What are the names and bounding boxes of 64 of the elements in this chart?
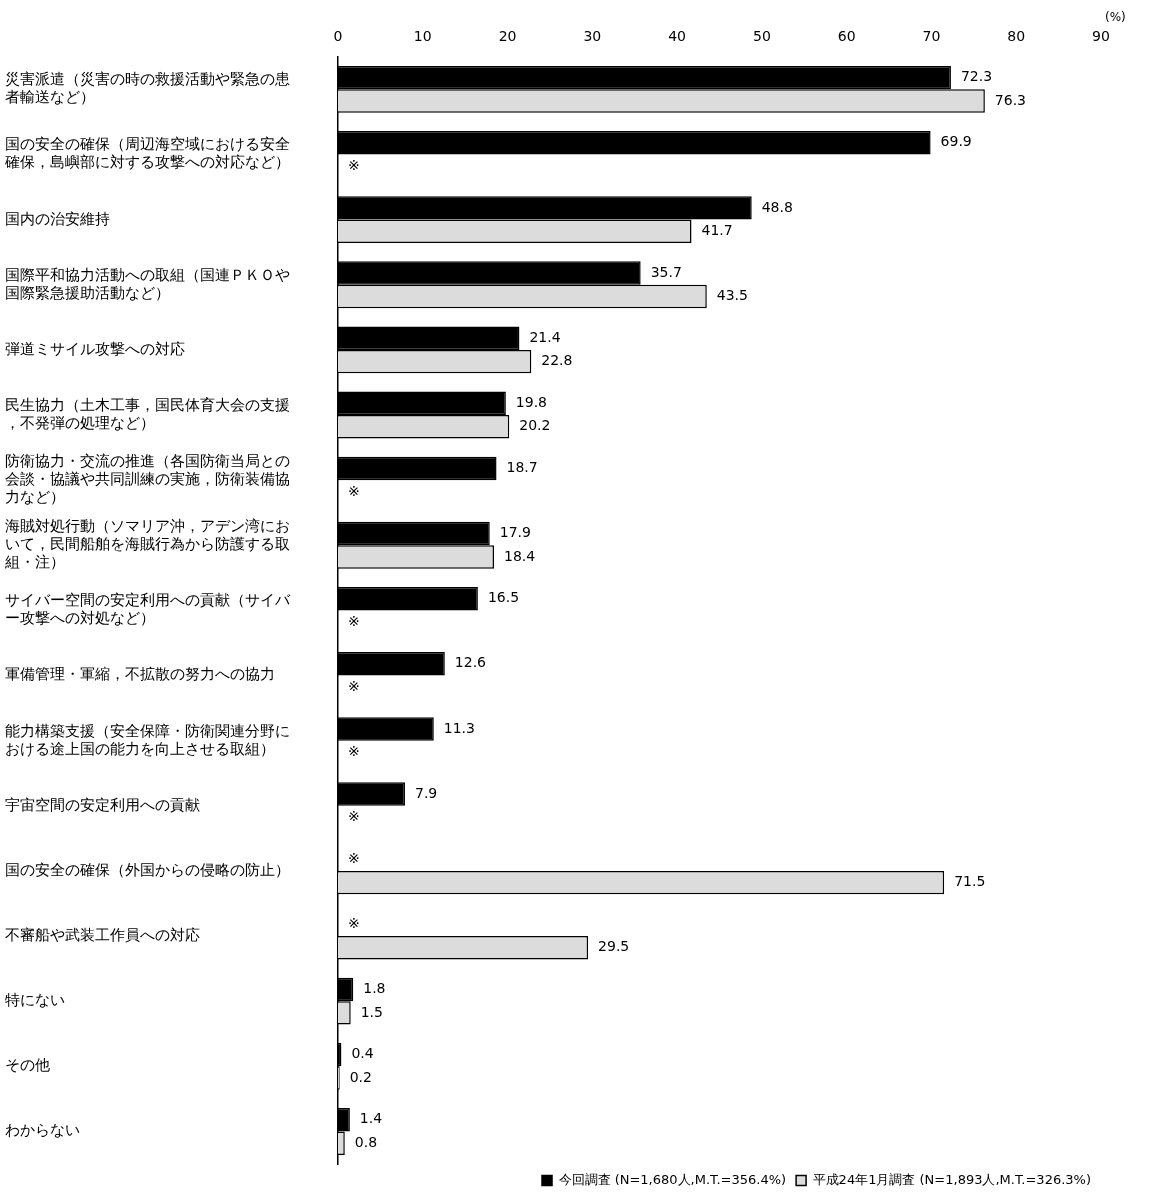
x-tick-label: 80 <box>1007 28 1026 45</box>
y-tick-label: その他 <box>5 1056 50 1075</box>
x-tick-label: 70 <box>922 28 941 45</box>
data-label: 29.5 <box>598 938 630 955</box>
y-tick-label: 国の安全の確保（外国からの侵略の防止） <box>5 860 290 879</box>
x-tick-label: 0 <box>333 28 343 45</box>
data-label: 43.5 <box>716 287 748 304</box>
x-tick-label: 50 <box>752 28 771 45</box>
y-tick-label: 国の安全の確保（周辺海空域における安全確保，島嶼部に対する攻撃への対応など） <box>4 135 290 172</box>
y-tick-label: サイバー空間の安定利用への貢献（サイバー攻撃への対処など） <box>5 591 291 628</box>
data-label: 1.8 <box>363 980 386 997</box>
data-label: 1.4 <box>359 1110 383 1127</box>
legend-label: 今回調査 (N=1,680人,M.T.=356.4%) <box>558 1171 787 1187</box>
y-tick-label: 海賊対処行動（ソマリア沖，アデン湾において，民間船舶を海賊行為から防護する取組・注） <box>4 517 290 572</box>
data-label: 11.3 <box>443 719 475 736</box>
data-label: 48.8 <box>761 198 793 215</box>
data-label: 19.8 <box>515 393 548 410</box>
y-tick-label: 弾道ミサイル攻撃への対応 <box>5 339 185 358</box>
text: ※ <box>348 677 360 694</box>
data-label: 21.4 <box>529 328 561 345</box>
x-tick-label: 90 <box>1092 28 1110 45</box>
text: ※ <box>348 849 360 866</box>
data-label: 7.9 <box>414 784 438 801</box>
y-tick-label: 不審船や武装工作員への対応 <box>5 925 200 944</box>
text: ※ <box>348 743 360 760</box>
data-label: 71.5 <box>954 873 986 890</box>
y-tick-label: 国際平和協力活動への取組（国連ＰＫＯや国際緊急援助活動など） <box>5 265 290 302</box>
x-tick-label: 40 <box>668 28 687 45</box>
y-tick-label: 特にない <box>5 991 65 1010</box>
data-label: 1.5 <box>360 1003 383 1020</box>
y-tick-label: 民生協力（土木工事，国民体育大会の支援，不発弾の処理など） <box>5 395 290 432</box>
x-tick-label: 60 <box>837 28 856 45</box>
data-label: 41.7 <box>701 221 733 238</box>
data-label: 0.2 <box>349 1068 372 1085</box>
text: ※ <box>348 612 360 629</box>
text: ※ <box>348 156 360 173</box>
data-label: 12.6 <box>454 654 487 671</box>
legend-label: 平成24年1月調査 (N=1,893人,M.T.=326.3%) <box>812 1171 1092 1187</box>
data-label: 72.3 <box>960 68 993 85</box>
x-tick-label: 20 <box>498 28 517 45</box>
data-label: 17.9 <box>499 524 531 541</box>
y-tick-label: 国内の治安維持 <box>5 209 110 228</box>
y-tick-label: わからない <box>5 1121 80 1140</box>
text: ※ <box>348 808 360 825</box>
y-tick-label: 能力構築支援（安全保障・防衛関連分野における途上国の能力を向上させる取組） <box>5 721 290 758</box>
text: ※ <box>348 914 360 931</box>
data-label: 18.7 <box>506 459 538 476</box>
data-label: 0.4 <box>351 1045 374 1062</box>
data-label: 0.8 <box>354 1133 378 1150</box>
data-label: 20.2 <box>519 417 551 434</box>
data-label: 22.8 <box>541 352 573 369</box>
y-tick-label: 宇宙空間の安定利用への貢献 <box>5 795 200 814</box>
x-tick-label: 30 <box>583 28 602 45</box>
y-tick-label: 災害派遣（災害の時の救援活動や緊急の患者輸送など） <box>5 70 290 107</box>
text: ※ <box>348 482 360 499</box>
y-tick-label: 防衛協力・交流の推進（各国防衛当局との会談・協議や共同訓練の実施，防衛装備協力など） <box>5 452 290 507</box>
data-label: 35.7 <box>650 263 682 280</box>
data-label: 16.5 <box>487 589 520 606</box>
x-tick-label: 10 <box>413 28 432 45</box>
data-label: 69.9 <box>940 133 972 150</box>
data-label: 76.3 <box>994 91 1027 108</box>
y-tick-label: 軍備管理・軍縮，不拡散の努力への協力 <box>5 665 275 684</box>
x-axis-title: (%) <box>1105 10 1126 25</box>
data-label: 18.4 <box>503 547 536 564</box>
